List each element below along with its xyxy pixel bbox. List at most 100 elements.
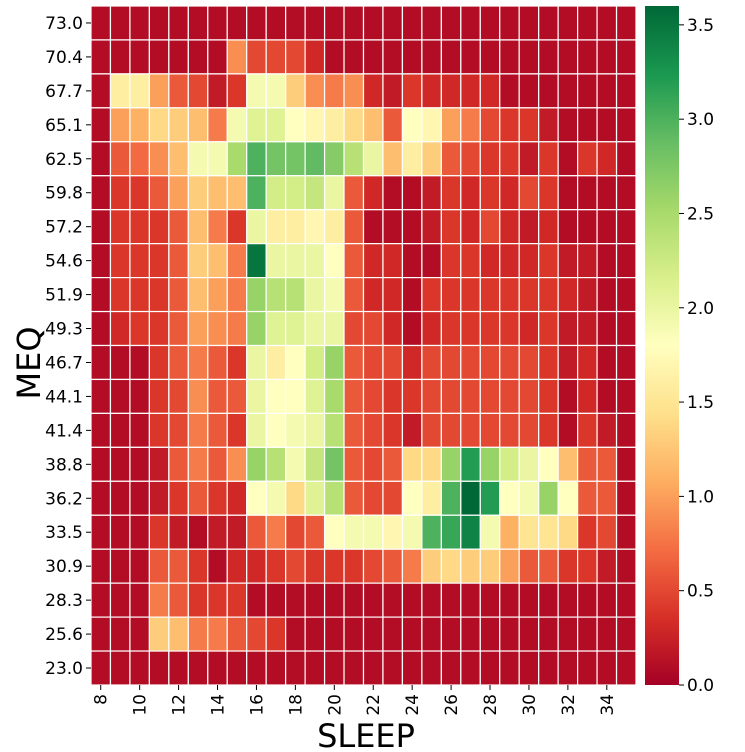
heatmap-cell [615,209,637,245]
heatmap-cell [285,243,306,279]
heatmap-cell [226,209,248,245]
heatmap-cell [226,141,248,177]
x-tick-label: 14 [209,694,229,716]
heatmap-cell [90,412,112,448]
heatmap-cell [577,378,598,415]
heatmap-cell [187,107,209,143]
heatmap-cell [207,582,228,618]
heatmap-cell [440,650,462,686]
heatmap-cell [615,175,637,211]
heatmap-cell [265,582,287,618]
heatmap-cell [168,39,189,75]
heatmap-cell [557,107,579,143]
heatmap-cell [577,107,598,143]
heatmap-cell [382,650,404,686]
heatmap-cell [207,73,228,109]
y-tick-label: 62.5 [45,150,83,170]
heatmap-cell [207,277,228,313]
heatmap-cell [518,107,540,143]
heatmap-cell [226,650,248,686]
heatmap-cell [129,107,150,143]
x-axis-ticks: 8 10 12 14 16 18 20 22 24 26 28 30 32 34 [92,685,618,716]
heatmap-cell [596,5,618,41]
heatmap-cell [129,73,150,109]
heatmap-cell [596,650,618,686]
heatmap-cell [577,310,598,347]
heatmap-cell [518,310,540,347]
heatmap-cell [440,378,462,415]
heatmap-cell [168,582,189,618]
heatmap-cell [246,310,267,347]
heatmap-cell [401,175,423,211]
heatmap-cell [538,175,559,211]
y-axis-ticks: 73.0 70.4 67.7 65.1 62.5 59.8 57.2 54.6 51.9 49.3… [45,14,91,679]
heatmap-cell [265,616,287,652]
heatmap-cell [207,39,228,75]
heatmap-cell [362,480,384,516]
heatmap-cell [538,344,559,381]
heatmap-cell [518,650,540,686]
heatmap-cell [538,277,559,313]
heatmap-cell [479,175,501,211]
heatmap-cell [518,514,540,550]
heatmap-cell [382,107,404,143]
heatmap-cell [577,480,598,516]
heatmap-cell [557,175,579,211]
heatmap-cell [304,582,326,618]
heatmap-cell [382,175,404,211]
heatmap-cell [615,616,637,652]
heatmap-cell [343,310,365,347]
heatmap-cell [246,378,267,415]
heatmap-cell [401,344,423,381]
heatmap-cell [343,73,365,109]
heatmap-cell [90,616,112,652]
heatmap-cell [538,73,559,109]
heatmap-cell [382,412,404,448]
heatmap-cell [129,243,150,279]
heatmap-cell [557,5,579,41]
heatmap-cell [109,548,131,584]
heatmap-cell [557,39,579,75]
heatmap-cell [596,548,618,584]
heatmap-cell [401,107,423,143]
colorbar-tick-label: 3.0 [687,110,714,130]
heatmap-cell [148,514,170,550]
heatmap-cell [557,480,579,516]
heatmap-cell [187,480,209,516]
heatmap-cell [499,175,520,211]
heatmap-cell [557,446,579,482]
heatmap-cell [148,412,170,448]
heatmap-cell [557,141,579,177]
heatmap-cell [148,5,170,41]
heatmap-cell [90,548,112,584]
heatmap-cell [246,616,267,652]
heatmap-cell [518,344,540,381]
heatmap-cell [343,107,365,143]
heatmap-cell [499,548,520,584]
heatmap-cell [187,582,209,618]
heatmap-cell [168,344,189,381]
heatmap-cell [207,412,228,448]
heatmap-cell [285,582,306,618]
heatmap-cell [246,446,267,482]
heatmap-cell [421,548,442,584]
heatmap-cell [479,243,501,279]
heatmap-cell [401,141,423,177]
heatmap-cell [246,277,267,313]
heatmap-cell [304,209,326,245]
heatmap-cell [129,141,150,177]
heatmap-cell [382,310,404,347]
heatmap-cell [615,582,637,618]
heatmap-cell [207,310,228,347]
heatmap-cell [226,616,248,652]
heatmap-cell [479,209,501,245]
heatmap-cell [460,446,481,482]
heatmap-cell [323,277,345,313]
heatmap-cell [382,480,404,516]
heatmap-cell [129,582,150,618]
heatmap-cell [90,378,112,415]
heatmap-cell [323,582,345,618]
heatmap-cell [596,310,618,347]
heatmap-cell [362,209,384,245]
heatmap-cell [577,175,598,211]
